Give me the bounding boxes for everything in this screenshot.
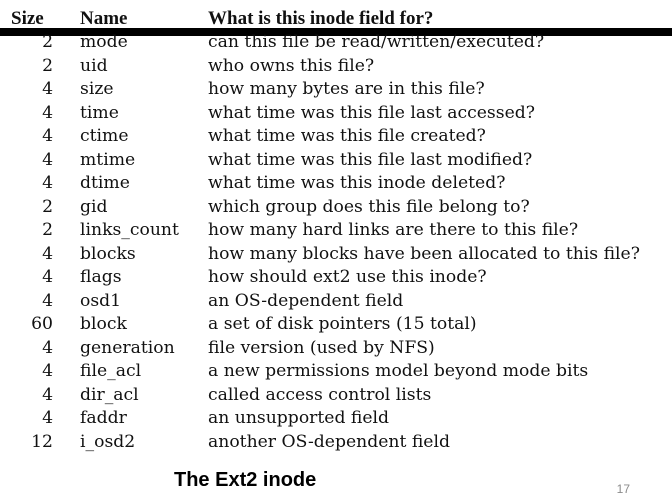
header-description: What is this inode field for? — [208, 8, 434, 29]
field-size: 12 — [31, 431, 53, 452]
field-name: links_count — [80, 220, 179, 240]
header-name: Name — [80, 8, 128, 29]
field-description: how many blocks have been allocated to t… — [208, 243, 640, 264]
field-description: what time was this inode deleted? — [208, 173, 506, 193]
table-header: Size Name What is this inode field for? — [0, 8, 672, 30]
field-description: who owns this file? — [208, 55, 375, 76]
field-size: 4 — [42, 337, 53, 358]
field-size: 4 — [42, 361, 53, 381]
field-name: file_acl — [80, 361, 142, 381]
table-row: 4 size how many bytes are in this file? — [0, 78, 672, 101]
field-size: 4 — [42, 243, 53, 264]
field-name: osd1 — [80, 290, 122, 311]
field-description: which group does this file belong to? — [208, 196, 530, 217]
field-name: time — [80, 102, 119, 123]
field-size: 4 — [42, 384, 53, 405]
table-row: 4 time what time was this file last acce… — [0, 102, 672, 125]
field-description: what time was this file last modified? — [208, 149, 533, 170]
field-name: block — [80, 314, 127, 334]
field-name: ctime — [80, 126, 129, 146]
field-size: 60 — [31, 314, 53, 334]
field-description: how should ext2 use this inode? — [208, 267, 487, 287]
table-row: 60 block a set of disk pointers (15 tota… — [0, 313, 672, 336]
field-description: file version (used by NFS) — [208, 337, 435, 358]
table-row: 4 mtime what time was this file last mod… — [0, 149, 672, 172]
field-description: a set of disk pointers (15 total) — [208, 314, 477, 334]
field-size: 2 — [42, 220, 53, 240]
table-row: 2 uid who owns this file? — [0, 55, 672, 78]
field-description: what time was this file created? — [208, 126, 486, 146]
field-size: 4 — [42, 126, 53, 146]
field-name: uid — [80, 55, 108, 76]
field-description: another OS-dependent field — [208, 431, 450, 452]
table-row: 4 generation file version (used by NFS) — [0, 337, 672, 360]
table-row: 4 file_acl a new permissions model beyon… — [0, 360, 672, 383]
table-row: 4 dtime what time was this inode deleted… — [0, 172, 672, 195]
table-row: 2 mode can this file be read/written/exe… — [0, 31, 672, 54]
table-row: 4 blocks how many blocks have been alloc… — [0, 243, 672, 266]
field-description: how many bytes are in this file? — [208, 79, 485, 99]
field-size: 2 — [42, 196, 53, 217]
field-name: dtime — [80, 173, 130, 193]
field-description: a new permissions model beyond mode bits — [208, 361, 589, 381]
field-description: an unsupported field — [208, 408, 390, 428]
field-name: mode — [80, 32, 128, 52]
field-size: 4 — [42, 102, 53, 123]
field-description: called access control lists — [208, 384, 432, 405]
field-size: 2 — [42, 55, 53, 76]
field-size: 2 — [42, 32, 53, 52]
page-number: 17 — [616, 482, 630, 496]
field-size: 4 — [42, 267, 53, 287]
field-name: size — [80, 79, 114, 99]
table-row: 4 dir_acl called access control lists — [0, 384, 672, 407]
header-size: Size — [11, 8, 44, 29]
table-row: 4 ctime what time was this file created? — [0, 125, 672, 148]
field-name: mtime — [80, 149, 136, 170]
field-name: dir_acl — [80, 384, 139, 405]
field-name: faddr — [80, 408, 127, 428]
field-name: i_osd2 — [80, 431, 136, 452]
table-row: 4 faddr an unsupported field — [0, 407, 672, 430]
inode-field-table: 2 mode can this file be read/written/exe… — [0, 31, 672, 461]
field-description: can this file be read/written/executed? — [208, 32, 545, 52]
table-row: 4 osd1 an OS-dependent field — [0, 290, 672, 313]
field-description: an OS-dependent field — [208, 290, 404, 311]
slide-title: The Ext2 inode — [174, 469, 317, 491]
field-size: 4 — [42, 149, 53, 170]
header-divider — [0, 28, 672, 36]
field-name: generation — [80, 337, 175, 358]
table-row: 12 i_osd2 another OS-dependent field — [0, 431, 672, 454]
field-name: flags — [80, 267, 122, 287]
field-description: how many hard links are there to this fi… — [208, 220, 579, 240]
field-size: 4 — [42, 79, 53, 99]
table-row: 2 gid which group does this file belong … — [0, 196, 672, 219]
table-row: 2 links_count how many hard links are th… — [0, 219, 672, 242]
field-size: 4 — [42, 173, 53, 193]
field-size: 4 — [42, 408, 53, 428]
field-name: blocks — [80, 243, 136, 264]
table-row: 4 flags how should ext2 use this inode? — [0, 266, 672, 289]
field-size: 4 — [42, 290, 53, 311]
field-description: what time was this file last accessed? — [208, 102, 535, 123]
field-name: gid — [80, 196, 108, 217]
